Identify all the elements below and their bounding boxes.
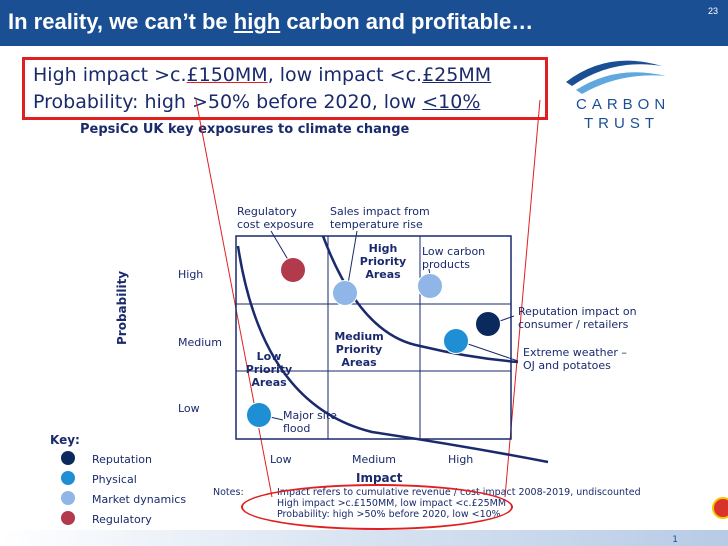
pepsico-logo-icon	[712, 497, 728, 519]
logo-swoosh-icon	[566, 60, 666, 94]
medium-priority-label: Medium Priority Areas	[334, 330, 384, 369]
logo-word-trust: TRUST	[584, 115, 659, 132]
bubble-extreme-weather	[443, 328, 469, 354]
key-bullet-reputation	[61, 451, 75, 465]
bubble-regulatory-cost	[280, 257, 306, 283]
y-tick-high: High	[178, 268, 204, 281]
pointer-regulatory	[270, 230, 291, 264]
low-priority-label: Low Priority Areas	[245, 350, 293, 389]
y-tick-low: Low	[178, 402, 200, 415]
footer-page-number: 1	[672, 535, 678, 545]
matrix-frame	[235, 235, 512, 440]
x-tick-medium: Medium	[352, 453, 396, 466]
slide-title: In reality, we can’t be high carbon and …	[8, 9, 534, 34]
notes-highlight-oval	[241, 484, 513, 530]
key-item-market-dynamics: Market dynamics	[92, 493, 187, 506]
slide-number: 23	[707, 6, 718, 16]
x-tick-low: Low	[270, 453, 292, 466]
label-low-carbon: Low carbon products	[422, 245, 486, 271]
title-emphasis: high	[233, 9, 281, 34]
label-extreme-weather: Extreme weather – OJ and potatoes	[523, 346, 627, 372]
bubble-low-carbon	[417, 273, 443, 299]
key-item-reputation: Reputation	[92, 453, 152, 466]
bubble-reputation	[475, 311, 501, 337]
logo-word-carbon: CARBON	[576, 96, 671, 113]
key-title: Key:	[50, 433, 80, 447]
pointer-sales	[347, 230, 358, 285]
pointer-weather	[467, 343, 519, 362]
high-priority-label: High Priority Areas	[359, 242, 407, 281]
key-bullet-regulatory	[61, 511, 75, 525]
pointer-flood	[269, 416, 284, 421]
x-tick-high: High	[448, 453, 474, 466]
y-axis-label: Probability	[115, 270, 129, 345]
key-item-physical: Physical	[92, 473, 137, 486]
key-bullet-market	[61, 491, 75, 505]
label-reputation-impact: Reputation impact on consumer / retailers	[518, 305, 637, 331]
notes-label: Notes:	[213, 487, 244, 498]
matrix-subtitle: PepsiCo UK key exposures to climate chan…	[80, 122, 410, 137]
label-sales-impact: Sales impact from temperature rise	[330, 205, 430, 231]
key-bullet-physical	[61, 471, 75, 485]
low-boundary-curve	[236, 245, 549, 464]
connector-line-left	[195, 99, 273, 498]
y-tick-medium: Medium	[178, 336, 222, 349]
footer-bar	[0, 530, 728, 546]
bubble-sales-impact	[332, 280, 358, 306]
x-axis-label: Impact	[356, 471, 403, 485]
bubble-site-flood	[246, 402, 272, 428]
carbon-trust-logo: CARBON TRUST	[558, 52, 668, 137]
title-bar: In reality, we can’t be high carbon and …	[0, 0, 728, 46]
impact-threshold-text: High impact >c.£150MM, low impact <c.£25…	[33, 64, 492, 86]
threshold-callout: High impact >c.£150MM, low impact <c.£25…	[22, 57, 548, 120]
label-regulatory-cost: Regulatory cost exposure	[237, 205, 314, 231]
key-item-regulatory: Regulatory	[92, 513, 152, 526]
pointer-reputation	[499, 315, 515, 322]
probability-threshold-text: Probability: high >50% before 2020, low …	[33, 91, 481, 113]
label-site-flood: Major site flood	[283, 409, 337, 435]
